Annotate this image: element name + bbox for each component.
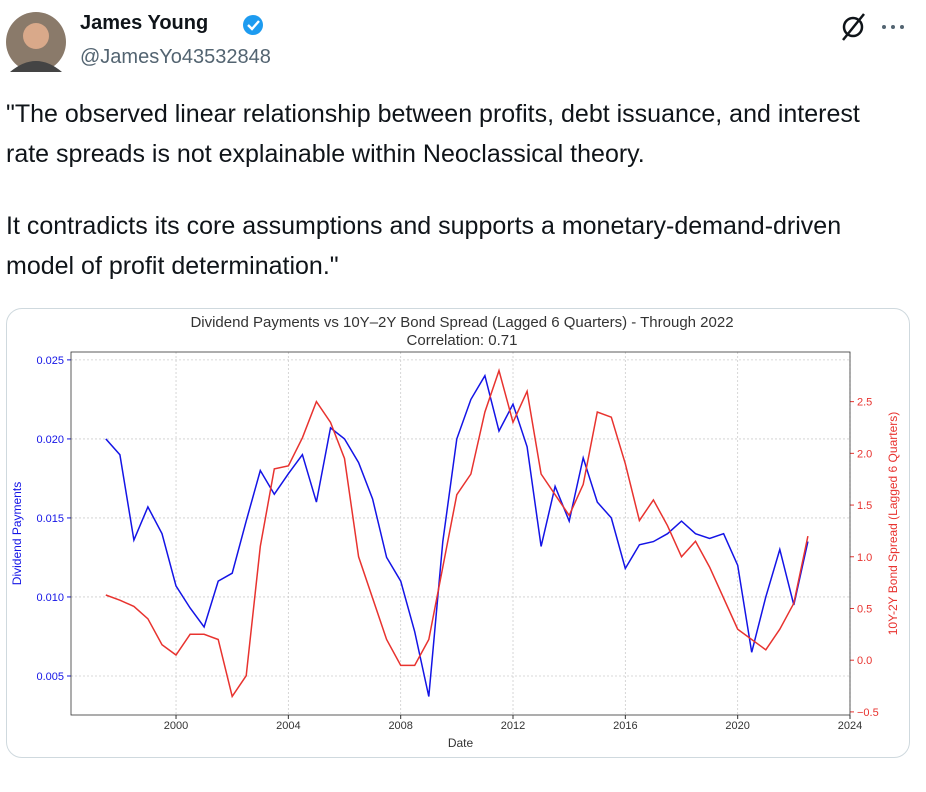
x-tick-label: 2012 xyxy=(501,720,525,732)
chart-subtitle: Correlation: 0.71 xyxy=(407,332,518,349)
x-tick-label: 2024 xyxy=(838,720,862,732)
y2-tick-label: 2.0 xyxy=(857,448,872,460)
plot-frame xyxy=(70,351,851,716)
author-name[interactable]: James Young xyxy=(80,12,209,34)
data-line xyxy=(105,368,809,699)
author-handle[interactable]: @JamesYo43532848 xyxy=(80,46,271,68)
y-tick-label: 0.010 xyxy=(36,592,64,604)
y-tick-label: 0.015 xyxy=(36,513,64,525)
avatar-shoulders xyxy=(10,61,62,72)
avatar-face xyxy=(23,23,49,49)
y2-tick-label: 0.5 xyxy=(857,603,872,615)
tweet-text: "The observed linear relationship betwee… xyxy=(6,94,896,318)
y2-tick-label: 0.0 xyxy=(857,655,872,667)
y2-tick-label: −0.5 xyxy=(857,707,879,719)
data-line xyxy=(105,373,809,697)
chart: Dividend Payments vs 10Y–2Y Bond Spread … xyxy=(10,314,900,750)
y-tick-label: 0.005 xyxy=(36,671,64,683)
y2-axis-label: 10Y-2Y Bond Spread (Lagged 6 Quarters) xyxy=(886,412,900,636)
grok-icon[interactable] xyxy=(842,13,865,41)
x-tick-label: 2016 xyxy=(613,720,637,732)
y-tick-label: 0.020 xyxy=(36,434,64,446)
y-axis-label: Dividend Payments xyxy=(10,482,24,585)
y-tick-label: 0.025 xyxy=(36,355,64,367)
x-axis-label: Date xyxy=(448,736,474,750)
y2-tick-label: 1.0 xyxy=(857,552,872,564)
verified-badge xyxy=(243,15,263,35)
x-tick-label: 2004 xyxy=(276,720,300,732)
chart-card[interactable]: Dividend Payments vs 10Y–2Y Bond Spread … xyxy=(6,308,910,758)
x-tick-label: 2020 xyxy=(725,720,749,732)
y2-tick-label: 1.5 xyxy=(857,500,872,512)
header-icons xyxy=(6,12,904,72)
x-tick-label: 2000 xyxy=(164,720,188,732)
more-button[interactable] xyxy=(882,25,904,29)
x-tick-label: 2008 xyxy=(388,720,412,732)
paragraph: "The observed linear relationship betwee… xyxy=(6,100,860,168)
chart-title: Dividend Payments vs 10Y–2Y Bond Spread … xyxy=(190,314,733,331)
y2-tick-label: 2.5 xyxy=(857,397,872,409)
paragraph: It contradicts its core assumptions and … xyxy=(6,212,842,280)
